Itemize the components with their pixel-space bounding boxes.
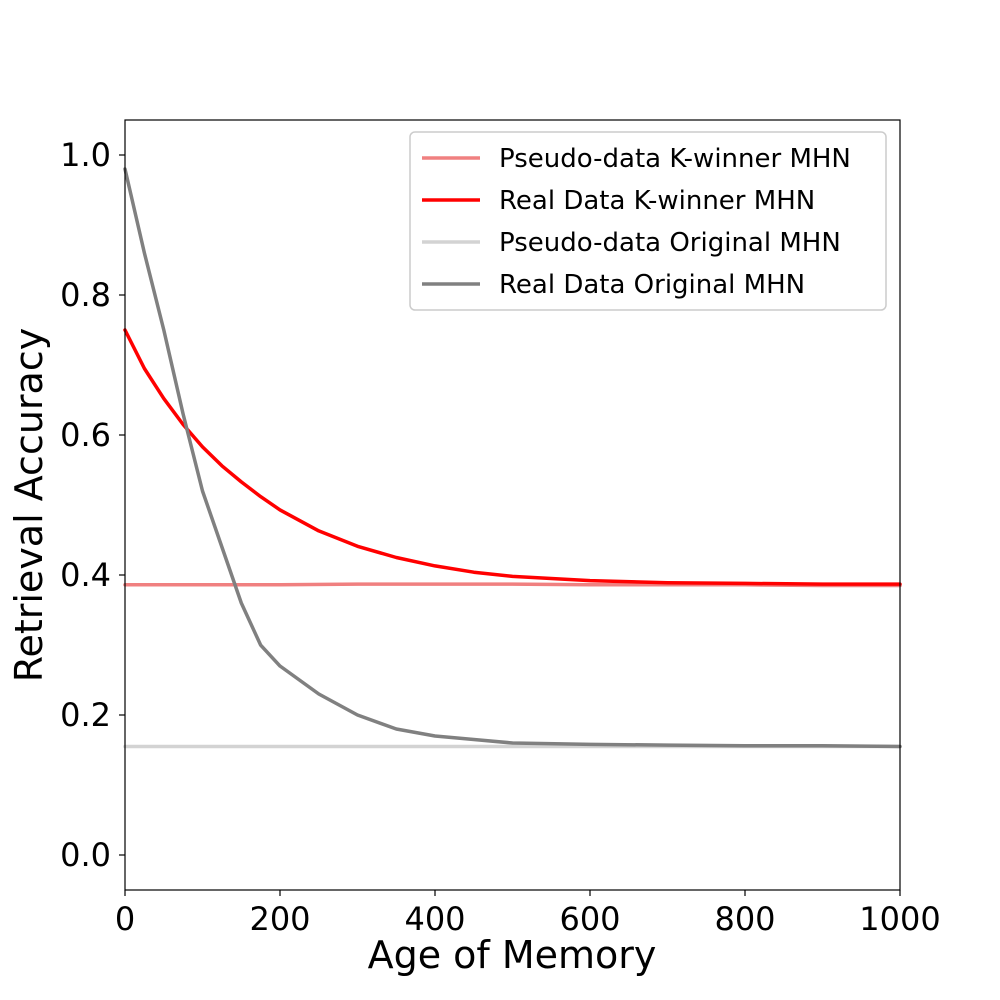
x-tick-label: 800 — [714, 900, 775, 938]
legend-label-3: Pseudo-data Original MHN — [499, 228, 841, 258]
y-tick-label: 0.0 — [60, 836, 111, 874]
series-line-4 — [123, 167, 902, 749]
y-tick-label: 0.4 — [60, 556, 111, 594]
x-tick-label: 1000 — [859, 900, 940, 938]
x-tick-label: 400 — [404, 900, 465, 938]
x-tick-label: 600 — [559, 900, 620, 938]
y-axis-label: Retrieval Accuracy — [7, 328, 51, 682]
x-tick-label: 200 — [249, 900, 310, 938]
legend-label-1: Pseudo-data K-winner MHN — [499, 144, 851, 174]
y-tick-label: 0.8 — [60, 276, 111, 314]
legend-label-2: Real Data K-winner MHN — [499, 186, 815, 216]
x-axis-ticks: 0 200 400 600 800 1000 — [115, 890, 941, 938]
legend-label-4: Real Data Original MHN — [499, 270, 805, 300]
y-tick-label: 0.2 — [60, 696, 111, 734]
x-axis-label: Age of Memory — [368, 933, 657, 977]
y-axis-ticks: 0.0 0.2 0.4 0.6 0.8 1.0 — [60, 136, 125, 874]
plot-frame — [124, 119, 901, 891]
x-tick-label: 0 — [115, 900, 135, 938]
y-tick-label: 0.6 — [60, 416, 111, 454]
legend-items: Pseudo-data K-winner MHN Real Data K-winn… — [422, 144, 851, 300]
y-tick-label: 1.0 — [60, 136, 111, 174]
legend: Pseudo-data K-winner MHN Real Data K-winn… — [409, 131, 887, 311]
series-layer — [123, 167, 902, 749]
legend-frame — [409, 131, 887, 311]
